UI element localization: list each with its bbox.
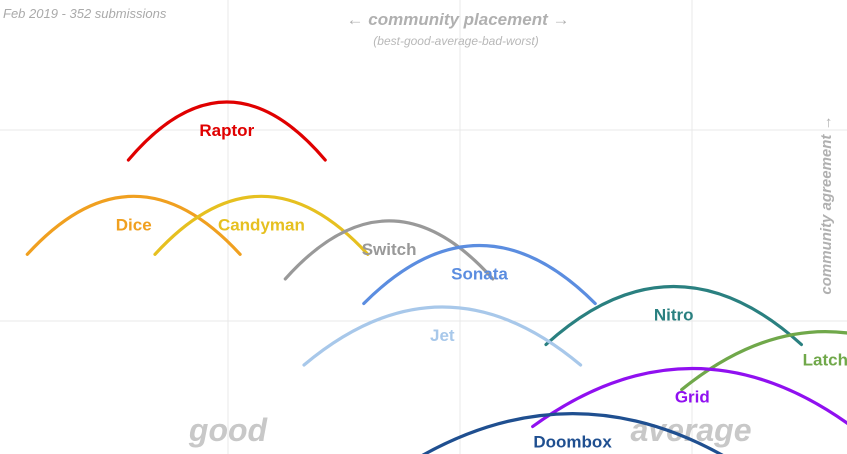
region-label-average: average <box>631 412 752 448</box>
label-candyman: Candyman <box>218 215 305 234</box>
series-curves <box>25 100 847 454</box>
region-labels: good average <box>188 412 752 448</box>
y-axis-label: community agreement → <box>818 115 835 294</box>
label-latch: Latch <box>803 351 847 370</box>
label-raptor: Raptor <box>199 121 254 140</box>
x-axis-label: ← community placement → <box>347 10 570 29</box>
curve-latch <box>680 330 847 392</box>
label-sonata: Sonata <box>451 265 508 284</box>
curve-doombox <box>421 412 724 454</box>
region-label-good: good <box>188 412 269 448</box>
label-jet: Jet <box>430 326 455 345</box>
label-grid: Grid <box>675 388 710 407</box>
curve-sonata <box>362 243 597 306</box>
curve-switch <box>283 219 495 281</box>
curve-grid <box>531 366 847 429</box>
curve-candyman <box>153 194 370 256</box>
series-labels: Raptor Dice Candyman Switch Sonata Nitro Jet La… <box>116 121 847 452</box>
label-switch: Switch <box>362 240 417 259</box>
curve-dice <box>25 194 242 256</box>
label-dice: Dice <box>116 215 152 234</box>
label-nitro: Nitro <box>654 306 694 325</box>
chart-subtitle: Feb 2019 - 352 submissions <box>3 6 167 21</box>
x-axis-note: (best-good-average-bad-worst) <box>373 34 538 48</box>
label-doombox: Doombox <box>533 433 612 452</box>
curve-nitro <box>544 284 803 347</box>
curve-jet <box>302 305 583 367</box>
curve-raptor <box>126 100 327 162</box>
